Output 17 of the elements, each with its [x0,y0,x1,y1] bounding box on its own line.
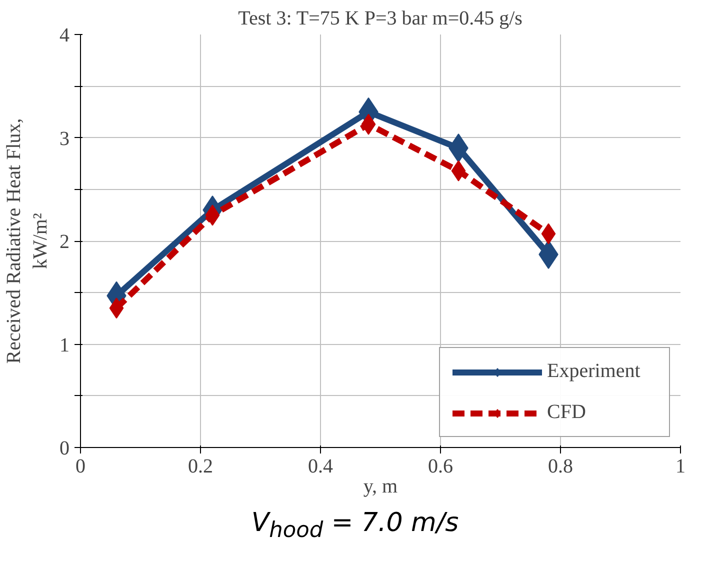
text: V$_{hood}$ = 7.0 m/s [251,507,459,546]
x-tick-label: 0.6 [428,456,453,478]
y-tick-label: 3 [60,128,70,150]
legend-label: Experiment [547,360,642,383]
x-axis-title: y, m [363,476,398,498]
x-tick-label: 1 [676,456,686,478]
y-tick-label: 0 [60,438,70,460]
y-tick-label: 1 [60,334,70,356]
x-tick-label: 0.4 [308,456,333,478]
y-axis-title: Received Radiative Heat Flux, kW/m² [3,118,52,364]
chart-title: Test 3: T=75 K P=3 bar m=0.45 g/s [238,8,523,30]
y-tick-label: 2 [60,231,70,253]
x-tick-label: 0.8 [548,456,573,478]
y-tick-label: 4 [60,24,70,46]
x-tick-label: 0.2 [188,456,213,478]
x-tick-label: 0 [76,456,86,478]
legend-label: CFD [547,401,587,424]
